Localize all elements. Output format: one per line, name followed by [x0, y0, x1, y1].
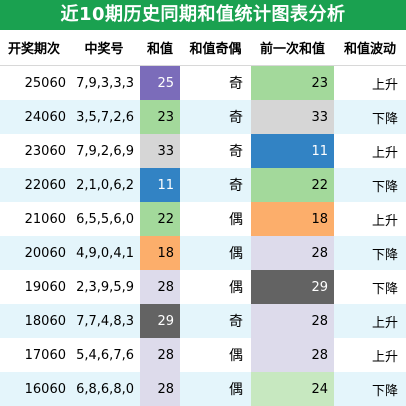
numbers-cell: 2,1,0,6,2	[76, 177, 134, 193]
numbers-cell: 7,7,4,8,3	[76, 313, 134, 329]
parity-cell: 奇	[229, 144, 243, 160]
numbers-cell: 7,9,3,3,3	[76, 75, 134, 91]
parity-cell: 奇	[229, 76, 243, 92]
table-row: 23060 7,9,2,6,9 33 奇 11 上升	[0, 134, 406, 168]
numbers-cell: 3,5,7,2,6	[76, 109, 134, 125]
parity-cell: 奇	[229, 178, 243, 194]
sum-cell: 23	[140, 100, 180, 134]
sum-cell: 28	[140, 372, 180, 406]
sum-cell: 22	[140, 202, 180, 236]
table-row: 22060 2,1,0,6,2 11 奇 22 下降	[0, 168, 406, 202]
issue-cell: 22060	[24, 177, 66, 193]
issue-cell: 17060	[24, 347, 66, 363]
trend-cell: 下降	[371, 111, 398, 127]
header-issue: 开奖期次	[7, 42, 60, 57]
trend-cell: 上升	[371, 349, 398, 365]
issue-cell: 24060	[24, 109, 66, 125]
prev-sum-cell: 11	[251, 134, 334, 168]
numbers-cell: 5,4,6,7,6	[76, 347, 134, 363]
sum-cell: 28	[140, 338, 180, 372]
parity-cell: 偶	[229, 246, 243, 262]
header-trend: 和值波动	[343, 42, 396, 57]
numbers-cell: 4,9,0,4,1	[76, 245, 134, 261]
table-row: 24060 3,5,7,2,6 23 奇 33 下降	[0, 100, 406, 134]
parity-cell: 偶	[229, 382, 243, 398]
numbers-cell: 6,5,5,6,0	[76, 211, 134, 227]
table-body: 25060 7,9,3,3,3 25 奇 23 上升 24060 3,5,7,2,6 23 奇 33…	[0, 66, 406, 406]
prev-sum-cell: 22	[251, 168, 334, 202]
sum-cell: 18	[140, 236, 180, 270]
table-row: 18060 7,7,4,8,3 29 奇 28 上升	[0, 304, 406, 338]
numbers-cell: 2,3,9,5,9	[76, 279, 134, 295]
table-row: 25060 7,9,3,3,3 25 奇 23 上升	[0, 66, 406, 100]
table-title: 近10期历史同期和值统计图表分析	[0, 0, 406, 30]
table-row: 17060 5,4,6,7,6 28 偶 28 上升	[0, 338, 406, 372]
table-row: 19060 2,3,9,5,9 28 偶 29 下降	[0, 270, 406, 304]
header-numbers: 中奖号	[84, 42, 124, 57]
parity-cell: 奇	[229, 314, 243, 330]
sum-cell: 29	[140, 304, 180, 338]
sum-cell: 28	[140, 270, 180, 304]
table-row: 16060 6,8,6,8,0 28 偶 24 下降	[0, 372, 406, 406]
numbers-cell: 7,9,2,6,9	[76, 143, 134, 159]
table-row: 21060 6,5,5,6,0 22 偶 18 上升	[0, 202, 406, 236]
parity-cell: 偶	[229, 212, 243, 228]
prev-sum-cell: 28	[251, 304, 334, 338]
prev-sum-cell: 33	[251, 100, 334, 134]
issue-cell: 18060	[24, 313, 66, 329]
prev-sum-cell: 28	[251, 338, 334, 372]
trend-cell: 上升	[371, 315, 398, 331]
trend-cell: 下降	[371, 281, 398, 297]
trend-cell: 下降	[371, 383, 398, 399]
sum-cell: 33	[140, 134, 180, 168]
header-prev-sum: 前一次和值	[259, 42, 325, 57]
trend-cell: 上升	[371, 145, 398, 161]
header-parity: 和值奇偶	[189, 42, 242, 57]
trend-cell: 上升	[371, 213, 398, 229]
sum-cell: 11	[140, 168, 180, 202]
trend-cell: 下降	[371, 179, 398, 195]
issue-cell: 16060	[24, 381, 66, 397]
prev-sum-cell: 24	[251, 372, 334, 406]
prev-sum-cell: 18	[251, 202, 334, 236]
trend-cell: 下降	[371, 247, 398, 263]
prev-sum-cell: 28	[251, 236, 334, 270]
prev-sum-cell: 23	[251, 66, 334, 100]
parity-cell: 偶	[229, 348, 243, 364]
numbers-cell: 6,8,6,8,0	[76, 381, 134, 397]
table-row: 20060 4,9,0,4,1 18 偶 28 下降	[0, 236, 406, 270]
issue-cell: 21060	[24, 211, 66, 227]
issue-cell: 25060	[24, 75, 66, 91]
parity-cell: 奇	[229, 110, 243, 126]
header-row: 开奖期次 中奖号 和值 和值奇偶 前一次和值 和值波动	[0, 30, 406, 66]
parity-cell: 偶	[229, 280, 243, 296]
prev-sum-cell: 29	[251, 270, 334, 304]
header-sum: 和值	[146, 42, 173, 57]
issue-cell: 20060	[24, 245, 66, 261]
issue-cell: 23060	[24, 143, 66, 159]
sum-cell: 25	[140, 66, 180, 100]
trend-cell: 上升	[371, 77, 398, 93]
issue-cell: 19060	[24, 279, 66, 295]
